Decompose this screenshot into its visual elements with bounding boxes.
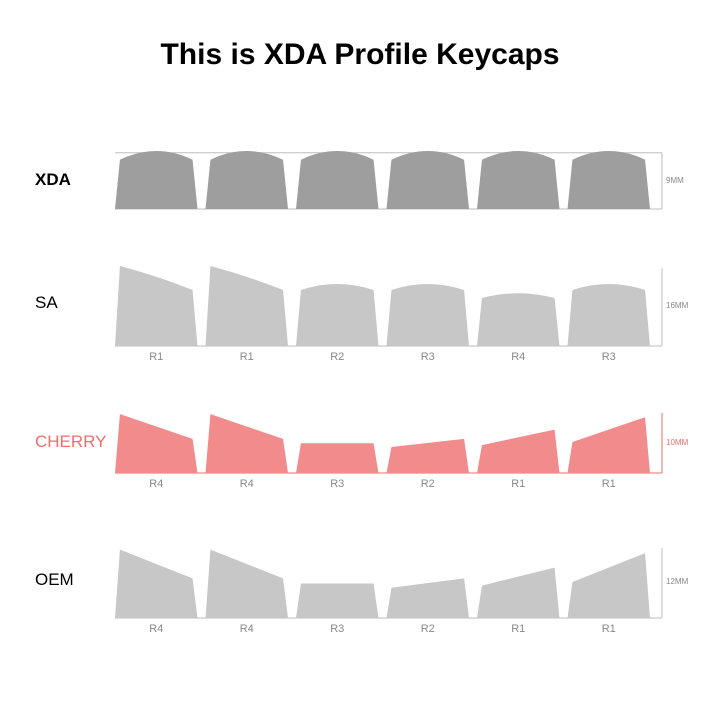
keycap-xda-2 bbox=[296, 151, 379, 209]
keycap-xda-3 bbox=[387, 151, 470, 209]
keycap-cherry-4 bbox=[477, 430, 560, 473]
keycap-sa-2 bbox=[296, 284, 379, 346]
sublabel-cherry-1: R4 bbox=[206, 478, 289, 490]
sublabel-oem-0: R4 bbox=[115, 623, 198, 635]
height-label-oem: 12MM bbox=[666, 577, 688, 586]
keycap-xda-0 bbox=[115, 151, 198, 209]
sublabel-sa-2: R2 bbox=[296, 351, 379, 363]
height-label-cherry: 10MM bbox=[666, 438, 688, 447]
row-label-xda: XDA bbox=[35, 170, 71, 190]
page-title: This is XDA Profile Keycaps bbox=[0, 38, 720, 72]
profile-svg-xda bbox=[115, 150, 680, 212]
svg-wrap-cherry bbox=[115, 410, 680, 481]
keycap-oem-4 bbox=[477, 568, 560, 618]
height-label-xda: 9MM bbox=[666, 176, 684, 185]
sublabel-sa-3: R3 bbox=[387, 351, 470, 363]
keycap-cherry-5 bbox=[568, 417, 651, 473]
svg-wrap-sa bbox=[115, 265, 680, 354]
keycap-cherry-1 bbox=[206, 414, 289, 473]
keycap-oem-1 bbox=[206, 550, 289, 618]
sublabel-sa-5: R3 bbox=[568, 351, 651, 363]
keycap-sa-3 bbox=[387, 284, 470, 346]
keycap-oem-2 bbox=[296, 583, 379, 618]
sublabels-cherry: R4 R4 R3 R2 R1 R1 bbox=[115, 478, 650, 490]
row-label-sa: SA bbox=[35, 293, 58, 313]
keycap-xda-4 bbox=[477, 151, 560, 209]
svg-wrap-xda bbox=[115, 150, 680, 217]
row-label-cherry: CHERRY bbox=[35, 432, 106, 452]
keycap-oem-5 bbox=[568, 553, 651, 618]
profile-svg-sa bbox=[115, 265, 680, 349]
keycap-sa-1 bbox=[206, 266, 289, 346]
keycap-xda-5 bbox=[568, 151, 651, 209]
keycap-sa-0 bbox=[115, 266, 198, 346]
sublabel-cherry-3: R2 bbox=[387, 478, 470, 490]
keycap-oem-3 bbox=[387, 578, 470, 618]
sublabel-oem-3: R2 bbox=[387, 623, 470, 635]
profile-svg-cherry bbox=[115, 410, 680, 476]
sublabel-cherry-2: R3 bbox=[296, 478, 379, 490]
keycap-xda-1 bbox=[206, 151, 289, 209]
svg-wrap-oem bbox=[115, 545, 680, 626]
keycap-cherry-3 bbox=[387, 439, 470, 473]
row-label-oem: OEM bbox=[35, 570, 74, 590]
keycap-oem-0 bbox=[115, 550, 198, 618]
sublabels-sa: R1 R1 R2 R3 R4 R3 bbox=[115, 351, 650, 363]
sublabel-sa-0: R1 bbox=[115, 351, 198, 363]
sublabel-sa-1: R1 bbox=[206, 351, 289, 363]
sublabel-oem-4: R1 bbox=[477, 623, 560, 635]
keycap-sa-4 bbox=[477, 293, 560, 346]
profile-svg-oem bbox=[115, 545, 680, 621]
keycap-cherry-2 bbox=[296, 443, 379, 473]
sublabel-cherry-5: R1 bbox=[568, 478, 651, 490]
keycap-sa-5 bbox=[568, 284, 651, 346]
sublabels-oem: R4 R4 R3 R2 R1 R1 bbox=[115, 623, 650, 635]
sublabel-oem-5: R1 bbox=[568, 623, 651, 635]
sublabel-oem-2: R3 bbox=[296, 623, 379, 635]
sublabel-sa-4: R4 bbox=[477, 351, 560, 363]
page: This is XDA Profile Keycaps XDA 9MM SA 16MM… bbox=[0, 0, 720, 720]
sublabel-cherry-4: R1 bbox=[477, 478, 560, 490]
sublabel-oem-1: R4 bbox=[206, 623, 289, 635]
height-label-sa: 16MM bbox=[666, 301, 688, 310]
sublabel-cherry-0: R4 bbox=[115, 478, 198, 490]
keycap-cherry-0 bbox=[115, 414, 198, 473]
